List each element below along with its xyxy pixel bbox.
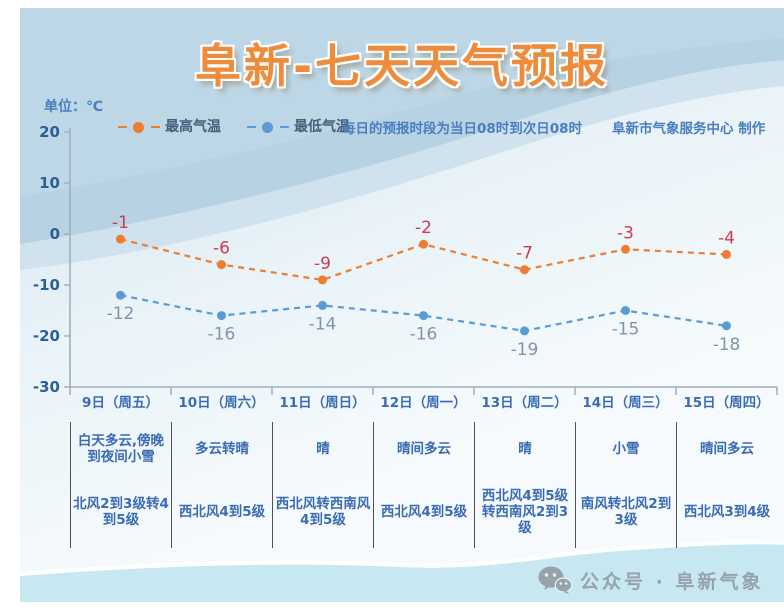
wind-cell: 北风2到3级转4到5级 — [73, 495, 169, 528]
forecast-column: 多云转晴 西北风4到5级 — [171, 422, 272, 548]
svg-text:-6: -6 — [213, 239, 230, 259]
weather-cell: 晴间多云 — [397, 440, 451, 457]
wind-cell: 西北风4到5级转西南风2到3级 — [481, 487, 569, 537]
svg-text:-30: -30 — [33, 378, 60, 396]
svg-text:-16: -16 — [410, 325, 438, 345]
footer: 公众号 · 阜新气象 — [538, 566, 763, 594]
x-axis-date: 12日（周一） — [380, 395, 467, 411]
wechat-icon — [538, 566, 572, 594]
svg-text:-2: -2 — [415, 218, 432, 238]
weather-cell: 晴 — [518, 440, 532, 457]
svg-text:-14: -14 — [309, 314, 337, 334]
legend-item-low: 最低气温 — [247, 116, 350, 136]
svg-text:0: 0 — [50, 225, 60, 243]
svg-text:-12: -12 — [107, 304, 135, 324]
weather-cell: 晴 — [316, 440, 330, 457]
weather-cell: 多云转晴 — [195, 440, 249, 457]
temperature-chart: 20 10 0 -10 -20 -30 -1 -6 -9 -2 -7 -3 -4 -12 -16 -14 -16… — [33, 123, 778, 396]
x-axis-date: 13日（周二） — [481, 395, 568, 411]
svg-text:-9: -9 — [314, 254, 331, 274]
svg-text:-3: -3 — [617, 223, 634, 243]
page-title: 阜新-七天天气预报 — [194, 39, 610, 93]
legend-label-high: 最高气温 — [165, 119, 221, 135]
weather-cell: 晴间多云 — [700, 440, 754, 457]
x-axis-date: 11日（周日） — [279, 395, 366, 411]
weather-cell: 白天多云,傍晚到夜间小雪 — [77, 432, 165, 465]
svg-text:10: 10 — [39, 174, 60, 192]
x-axis-date: 10日（周六） — [178, 395, 265, 411]
legend-item-high: 最高气温 — [118, 116, 221, 136]
wind-cell: 南风转北风2到3级 — [580, 495, 672, 528]
forecast-column: 晴间多云 西北风3到4级 — [676, 422, 777, 548]
low-temp-line-icon — [247, 121, 289, 133]
svg-text:-20: -20 — [33, 327, 60, 345]
weather-slide: 阜新-七天天气预报 单位：℃ 最高气温 最低气温 每日的预报时段为当日08时到次… — [20, 8, 784, 602]
forecast-column: 白天多云,傍晚到夜间小雪 北风2到3级转4到5级 — [70, 422, 171, 548]
x-axis-date-row: 9日（周五） 10日（周六） 11日（周日） 12日（周一） 13日（周二） 1… — [70, 391, 777, 411]
svg-text:-15: -15 — [612, 320, 640, 340]
x-axis-date: 15日（周四） — [683, 395, 770, 411]
wind-cell: 西北风3到4级 — [683, 503, 771, 520]
y-axis-unit-label: 单位：℃ — [44, 99, 103, 115]
svg-text:-4: -4 — [718, 228, 735, 248]
forecast-period-note: 每日的预报时段为当日08时到次日08时 — [342, 121, 583, 137]
forecast-column: 晴 西北风4到5级转西南风2到3级 — [474, 422, 575, 548]
wind-cell: 西北风转西南风4到5级 — [275, 495, 371, 528]
svg-text:-1: -1 — [112, 213, 129, 233]
wind-cell: 西北风4到5级 — [380, 503, 468, 520]
svg-text:-7: -7 — [516, 244, 533, 264]
x-axis-date: 14日（周三） — [582, 395, 669, 411]
forecast-column: 晴 西北风转西南风4到5级 — [272, 422, 373, 548]
forecast-table: 白天多云,傍晚到夜间小雪 北风2到3级转4到5级 多云转晴 西北风4到5级 晴 … — [70, 422, 777, 548]
svg-text:-18: -18 — [713, 335, 741, 355]
svg-text:-19: -19 — [511, 340, 539, 360]
svg-text:20: 20 — [39, 123, 60, 141]
forecast-column: 晴间多云 西北风4到5级 — [373, 422, 474, 548]
svg-text:-10: -10 — [33, 276, 60, 294]
legend-label-low: 最低气温 — [294, 119, 350, 135]
footer-account-name: 公众号 · 阜新气象 — [580, 570, 764, 593]
forecast-column: 小雪 南风转北风2到3级 — [575, 422, 676, 548]
weather-cell: 小雪 — [612, 440, 640, 457]
x-axis-date: 9日（周五） — [82, 395, 159, 411]
high-temp-line-icon — [118, 121, 160, 133]
producer-credit: 阜新市气象服务中心 制作 — [612, 121, 766, 137]
chart-legend: 最高气温 最低气温 — [118, 116, 350, 136]
wind-cell: 西北风4到5级 — [178, 503, 266, 520]
svg-text:-16: -16 — [208, 325, 236, 345]
